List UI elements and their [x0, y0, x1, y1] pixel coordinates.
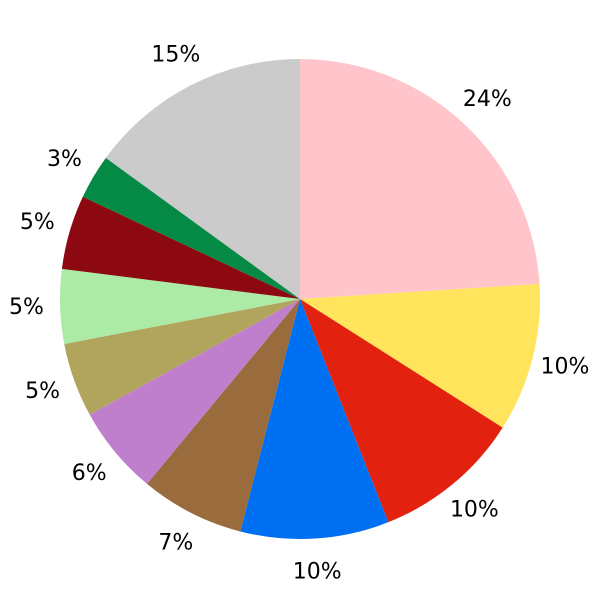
- pie-slice-label-2: 10%: [450, 497, 499, 522]
- pie-slice-6-5pct: [64, 299, 300, 415]
- pie-slice-label-6: 5%: [25, 379, 60, 404]
- pie-slice-9-3pct: [82, 157, 300, 299]
- pie-slice-10-15pct: [105, 59, 300, 299]
- pie-slice-1-10pct: [300, 283, 541, 428]
- pie-slice-3-10pct: [240, 299, 389, 540]
- pie-slice-label-8: 5%: [20, 210, 55, 235]
- pie-slice-label-9: 3%: [47, 147, 82, 172]
- pie-slice-label-5: 6%: [72, 461, 107, 486]
- pie-slice-label-0: 24%: [463, 87, 512, 112]
- pie-slice-2-10pct: [300, 299, 503, 523]
- pie-slice-label-4: 7%: [158, 530, 193, 555]
- pie-slice-label-3: 10%: [293, 560, 342, 585]
- pie-slice-5-6pct: [89, 299, 300, 484]
- pie-slice-4-7pct: [147, 299, 300, 532]
- pie-slice-7-5pct: [59, 268, 300, 344]
- pie-slice-0-24pct: [300, 59, 540, 299]
- pie-slice-8-5pct: [61, 196, 300, 299]
- pie-slice-label-7: 5%: [9, 295, 44, 320]
- pie-slice-label-1: 10%: [541, 355, 590, 380]
- pie-slice-label-10: 15%: [151, 43, 200, 68]
